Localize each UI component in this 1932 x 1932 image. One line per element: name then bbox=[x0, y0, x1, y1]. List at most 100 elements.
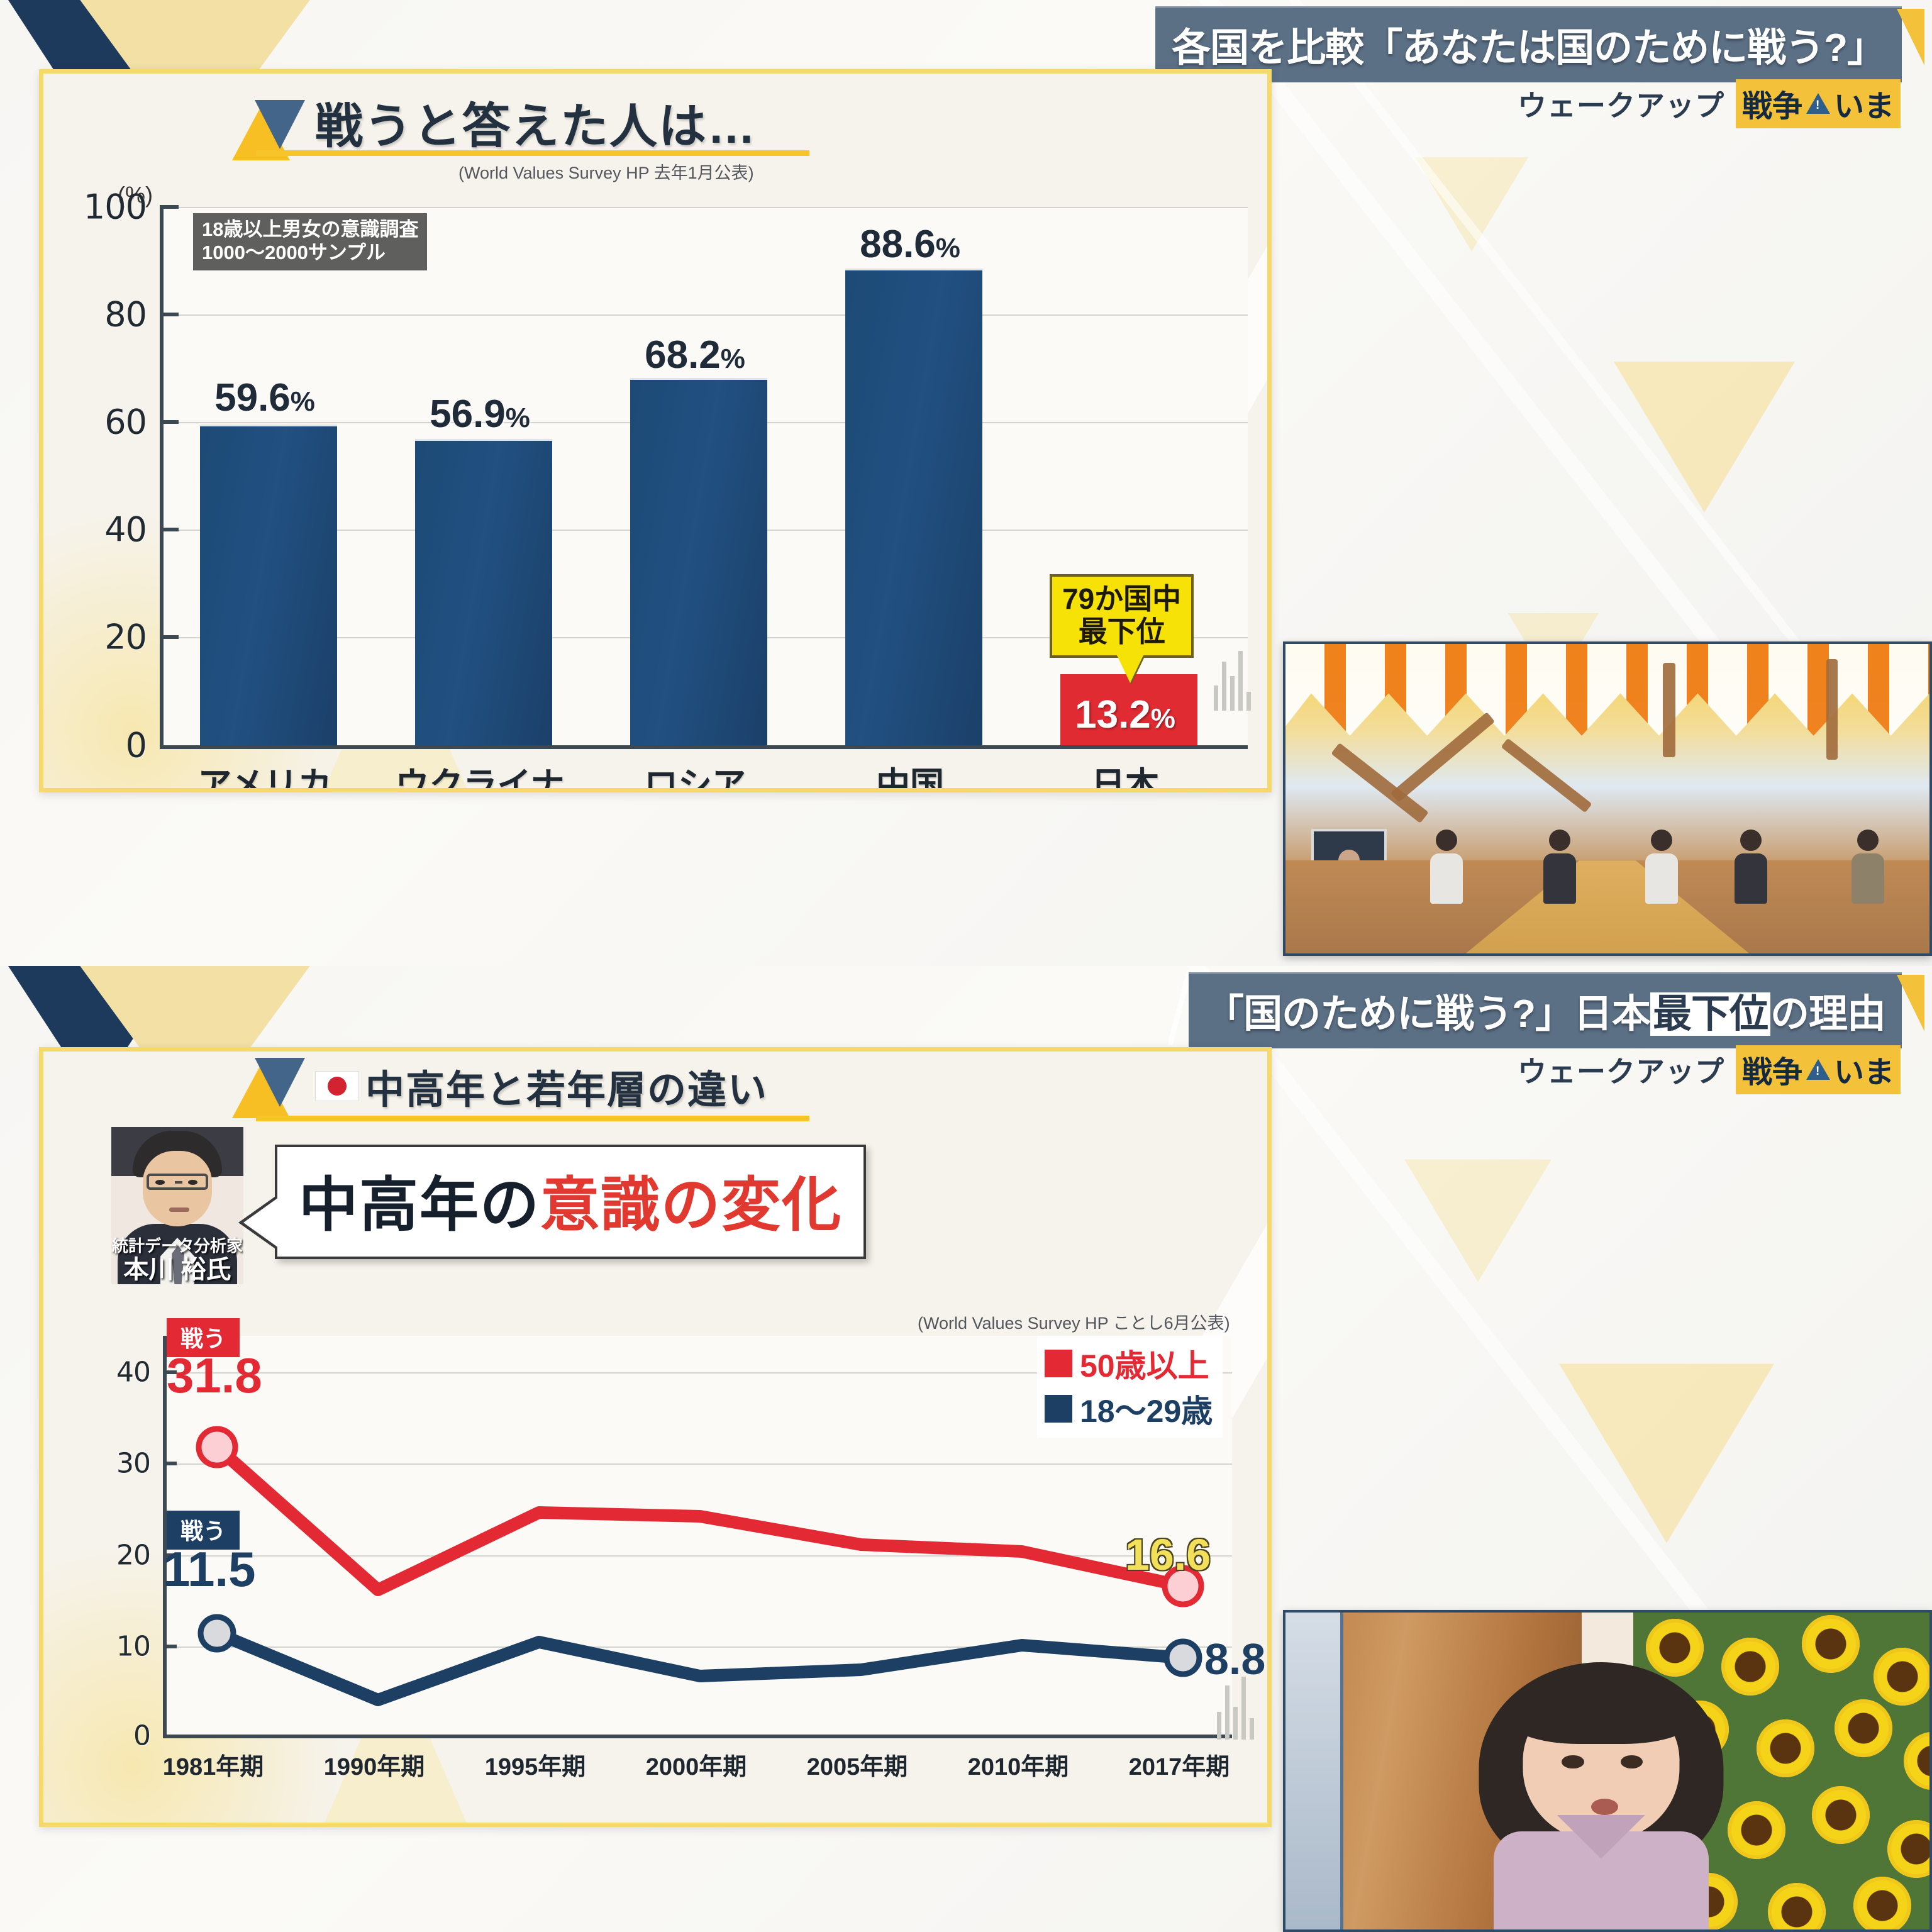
studio-scene bbox=[1285, 644, 1929, 953]
anchor-eye bbox=[1620, 1755, 1643, 1769]
bar-ukraine bbox=[415, 439, 552, 745]
headline-slash-decor bbox=[1169, 970, 1190, 1045]
japan-flag-icon bbox=[315, 1071, 359, 1101]
chart-title: 戦うと答えた人は… bbox=[315, 100, 757, 153]
y-axis-unit: (%) bbox=[118, 182, 153, 208]
x-label-2017: 2017年期 bbox=[1128, 1754, 1230, 1780]
x-label-2000: 2000年期 bbox=[645, 1754, 747, 1780]
headline-text: 各国を比較「あなたは国のために戦う?」 bbox=[1155, 6, 1902, 82]
value-youth-end: 8.8 bbox=[1204, 1635, 1266, 1684]
chart-title: 中高年と若年層の違い bbox=[365, 1069, 769, 1112]
studio-video-inset[interactable] bbox=[1283, 641, 1932, 956]
program-logo-now: いま bbox=[1833, 90, 1894, 123]
speech-bubble-text: 中高年の意識の変化 bbox=[299, 1172, 842, 1238]
panel-inner: 戦うと答えた人は… (World Values Survey HP 去年1月公表… bbox=[43, 74, 1267, 788]
headline-bar: 各国を比較「あなたは国のために戦う?」 bbox=[1155, 0, 1932, 126]
chart-title-row: 中高年と若年層の違い bbox=[232, 1058, 768, 1118]
y-tick-60: 60 bbox=[104, 402, 147, 442]
x-label-1995: 1995年期 bbox=[484, 1754, 586, 1780]
program-logo-now: いま bbox=[1833, 1056, 1894, 1089]
program-logo-war: 戦争 bbox=[1741, 1056, 1802, 1089]
anchor-video-inset[interactable] bbox=[1283, 1610, 1932, 1932]
headline-prefix: 各国を比較「あなたは国のために戦う?」 bbox=[1172, 26, 1886, 70]
chart-title-wrap: 中高年と若年層の違い bbox=[315, 1058, 768, 1118]
speech-bubble: 中高年の意識の変化 bbox=[238, 1145, 867, 1259]
headline-suffix: の理由 bbox=[1770, 992, 1886, 1036]
badge-youth-fight: 戦う bbox=[167, 1511, 240, 1550]
anchor-person bbox=[1479, 1657, 1724, 1929]
survey-note-line1: 18歳以上男女の意識調査 bbox=[202, 218, 419, 240]
chevron-decor bbox=[1614, 362, 1795, 513]
legend-item-youth: 18〜29歳 bbox=[1045, 1386, 1213, 1431]
bar-value-japan: 13.2% bbox=[1075, 693, 1175, 736]
series-youth-start-point bbox=[197, 1614, 236, 1653]
triangle-marker-icon bbox=[232, 1058, 305, 1118]
expert-caption: 統計データ分析家 本川 裕氏 bbox=[111, 1237, 243, 1284]
studio-person bbox=[1430, 830, 1463, 904]
headline-gold-tip bbox=[1897, 9, 1924, 65]
top-segment: 各国を比較「あなたは国のために戦う?」 ウェークアップ 戦争 いま 戦うと答えた… bbox=[0, 0, 1932, 966]
y-tick-100: 100 bbox=[83, 187, 147, 227]
badge-senior-fight: 戦う bbox=[167, 1318, 240, 1357]
x-label-1990: 1990年期 bbox=[323, 1754, 425, 1780]
x-label-1981: 1981年期 bbox=[162, 1754, 264, 1780]
y-tick-40: 40 bbox=[104, 509, 147, 550]
bar-value-china: 88.6% bbox=[860, 223, 960, 266]
headline-bar: 「国のために戦う?」日本最下位の理由 bbox=[1158, 966, 1932, 1092]
x-label-america: アメリカ bbox=[197, 766, 332, 788]
bottom-segment: 「国のために戦う?」日本最下位の理由 ウェークアップ 戦争 いま 中高年と若年層… bbox=[0, 966, 1932, 1932]
background-decoration bbox=[0, 0, 1795, 689]
expert-portrait: 統計データ分析家 本川 裕氏 bbox=[111, 1127, 243, 1284]
x-label-2005: 2005年期 bbox=[806, 1754, 908, 1780]
value-senior-end: 16.6 bbox=[1125, 1530, 1211, 1579]
expert-photo bbox=[111, 1127, 243, 1284]
line-series-svg bbox=[196, 1426, 1204, 1706]
expert-name: 本川 裕氏 bbox=[123, 1256, 231, 1284]
survey-note-box: 18歳以上男女の意識調査 1000〜2000サンプル bbox=[193, 213, 428, 271]
program-logo-kana: ウェークアップ bbox=[1517, 89, 1724, 122]
line-chart-panel: 中高年と若年層の違い 統計データ分析家 bbox=[39, 1047, 1272, 1827]
anchor-mouth bbox=[1591, 1798, 1618, 1815]
headline-emphasis: 最下位 bbox=[1650, 992, 1770, 1036]
callout-line2: 最下位 bbox=[1078, 614, 1165, 648]
studio-person bbox=[1852, 830, 1884, 904]
legend-swatch-youth bbox=[1045, 1395, 1072, 1423]
x-label-china: 中国 bbox=[876, 766, 944, 788]
y-tick-20: 20 bbox=[116, 1539, 151, 1572]
bar-china bbox=[845, 269, 982, 745]
studio-floor bbox=[1285, 860, 1929, 953]
studio-person bbox=[1735, 830, 1767, 904]
y-tick-30: 30 bbox=[116, 1447, 151, 1480]
y-tick-10: 10 bbox=[116, 1630, 151, 1663]
x-label-2010: 2010年期 bbox=[967, 1754, 1069, 1780]
anchor-eye bbox=[1562, 1755, 1584, 1769]
chart-source: (World Values Survey HP 去年1月公表) bbox=[458, 164, 754, 182]
studio-person bbox=[1645, 830, 1678, 904]
expert-role: 統計データ分析家 bbox=[111, 1236, 243, 1256]
studio-person bbox=[1543, 830, 1576, 904]
warning-triangle-icon bbox=[1806, 1058, 1830, 1080]
headline-prefix: 「国のために戦う?」日本 bbox=[1205, 992, 1651, 1036]
series-senior-line bbox=[211, 1441, 1189, 1596]
chart-title-underline bbox=[256, 1116, 809, 1121]
bar-chart: (%) 100 80 60 bbox=[43, 74, 1267, 788]
bar-value-ukraine: 56.9% bbox=[430, 392, 530, 436]
x-label-russia: ロシア bbox=[644, 766, 746, 788]
value-youth-start: 11.5 bbox=[163, 1541, 256, 1597]
plot-area bbox=[160, 207, 1248, 749]
panel-inner: 中高年と若年層の違い 統計データ分析家 bbox=[43, 1052, 1267, 1823]
program-logo-war: 戦争 bbox=[1741, 90, 1802, 123]
bar-america bbox=[200, 425, 337, 745]
legend-label-youth: 18〜29歳 bbox=[1080, 1394, 1213, 1429]
japan-rank-callout: 79か国中 最下位 bbox=[1050, 574, 1194, 658]
speech-bubble-black: 中高年の bbox=[299, 1172, 541, 1238]
series-youth-line bbox=[211, 1627, 1189, 1706]
legend-label-senior: 50歳以上 bbox=[1080, 1348, 1209, 1384]
y-tick-0: 0 bbox=[125, 725, 147, 765]
y-tick-20: 20 bbox=[104, 617, 147, 657]
program-logo: ウェークアップ 戦争 いま bbox=[1518, 1045, 1901, 1094]
chevron-decor bbox=[1559, 1363, 1774, 1543]
studio-panel bbox=[1285, 1613, 1344, 1929]
chart-title-underline bbox=[256, 150, 809, 156]
y-tick-80: 80 bbox=[104, 294, 147, 335]
